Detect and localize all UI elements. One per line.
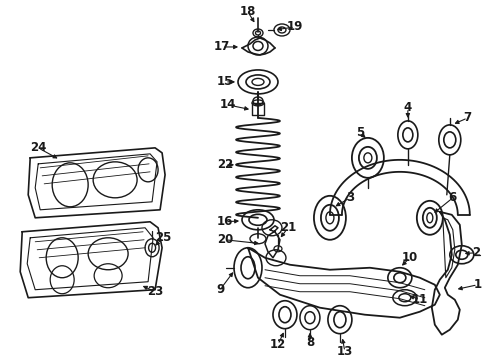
Text: 4: 4	[403, 102, 411, 114]
Text: 22: 22	[217, 158, 233, 171]
Text: 12: 12	[269, 338, 285, 351]
Text: 23: 23	[147, 285, 163, 298]
Text: 7: 7	[463, 111, 471, 125]
Text: 21: 21	[279, 221, 295, 234]
Text: 1: 1	[473, 278, 481, 291]
Text: 20: 20	[217, 233, 233, 246]
Text: 8: 8	[305, 336, 313, 349]
Text: 15: 15	[216, 76, 233, 89]
Text: 13: 13	[336, 345, 352, 358]
Text: 11: 11	[411, 293, 427, 306]
Text: 16: 16	[216, 215, 233, 228]
Text: 19: 19	[286, 21, 303, 33]
Text: 2: 2	[471, 246, 479, 259]
Text: 18: 18	[239, 5, 256, 18]
Text: 9: 9	[216, 283, 224, 296]
Text: 3: 3	[345, 191, 353, 204]
Text: 6: 6	[448, 191, 456, 204]
Text: 10: 10	[401, 251, 417, 264]
Text: 17: 17	[213, 40, 230, 53]
Text: 14: 14	[220, 98, 236, 111]
Text: 24: 24	[30, 141, 46, 154]
Text: 5: 5	[355, 126, 363, 139]
Text: 25: 25	[155, 231, 171, 244]
